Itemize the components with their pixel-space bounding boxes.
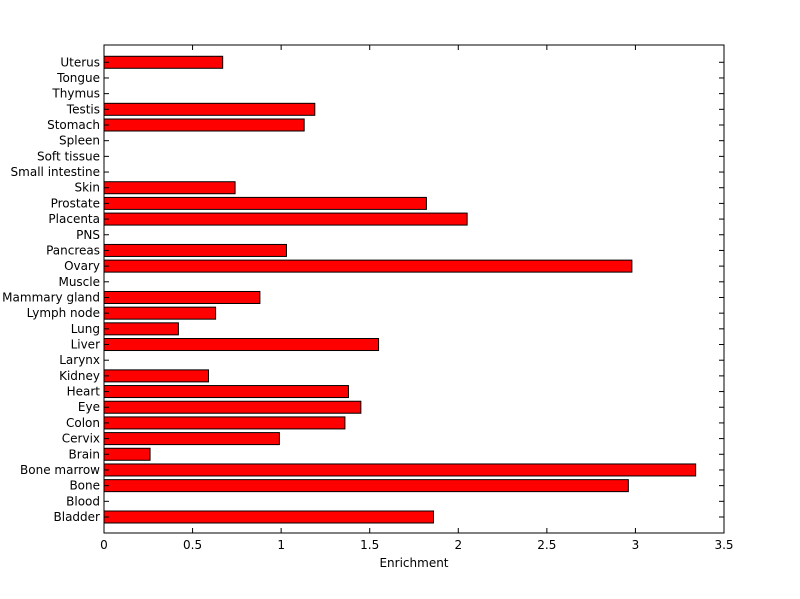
bar-lung — [103, 322, 179, 336]
y-tick-label: Muscle — [58, 275, 100, 289]
y-tick-label: Liver — [71, 338, 101, 352]
y-tick-label: Kidney — [59, 369, 100, 383]
bar-skin — [103, 181, 236, 195]
bar-pancreas — [103, 243, 287, 257]
bar-heart — [103, 385, 349, 399]
y-tick-label: Mammary gland — [2, 290, 100, 304]
x-tick-label: 3 — [632, 538, 640, 552]
y-tick-label: Skin — [74, 181, 100, 195]
y-tick-label: Bone marrow — [20, 463, 100, 477]
bar-uterus — [103, 55, 224, 69]
x-axis-ticks: 0 0.5 1 1.5 2 2.5 3 3.5 — [100, 45, 734, 552]
x-tick-label: 1.5 — [360, 538, 379, 552]
y-tick-label: Uterus — [60, 55, 100, 69]
bar-bone-marrow — [103, 463, 697, 477]
bar-placenta — [103, 212, 468, 226]
bar-ovary — [103, 259, 633, 273]
x-tick-label: 0.5 — [183, 538, 202, 552]
bar-colon — [103, 416, 346, 430]
bar-testis — [103, 102, 316, 116]
bar-prostate — [103, 196, 427, 210]
y-tick-label: Lymph node — [27, 306, 100, 320]
bar-bladder — [103, 510, 434, 524]
y-tick-label: Heart — [67, 385, 101, 399]
y-tick-label: Ovary — [64, 259, 100, 273]
bar-eye — [103, 400, 362, 414]
y-tick-label: Soft tissue — [37, 149, 100, 163]
y-tick-label: Pancreas — [46, 243, 100, 257]
y-tick-label: PNS — [76, 228, 100, 242]
bar-cervix — [103, 432, 280, 446]
y-tick-label: Prostate — [51, 196, 100, 210]
y-tick-label: Eye — [78, 400, 100, 414]
y-tick-label: Spleen — [59, 134, 100, 148]
y-tick-label: Larynx — [59, 353, 100, 367]
y-tick-label: Colon — [66, 416, 100, 430]
y-tick-label: Tongue — [56, 71, 100, 85]
bars-layer — [103, 55, 697, 524]
y-tick-label: Stomach — [47, 118, 100, 132]
y-tick-label: Blood — [66, 494, 100, 508]
x-tick-label: 3.5 — [714, 538, 733, 552]
y-tick-label: Thymus — [51, 87, 100, 101]
bar-liver — [103, 338, 380, 352]
y-tick-label: Testis — [66, 102, 100, 116]
y-tick-label: Placenta — [48, 212, 100, 226]
x-tick-label: 0 — [100, 538, 108, 552]
bar-kidney — [103, 369, 210, 383]
bar-stomach — [103, 118, 305, 132]
x-axis-label: Enrichment — [379, 556, 448, 570]
y-tick-label: Lung — [71, 322, 100, 336]
x-tick-label: 2 — [454, 538, 462, 552]
bar-lymph-node — [103, 306, 217, 320]
bar-bone — [103, 479, 629, 493]
plot-frame — [103, 44, 725, 534]
y-tick-label: Small intestine — [11, 165, 100, 179]
y-tick-label: Bladder — [54, 510, 101, 524]
bar-brain — [103, 447, 151, 461]
x-tick-label: 1 — [277, 538, 285, 552]
y-tick-label: Bone — [69, 479, 100, 493]
x-tick-label: 2.5 — [537, 538, 556, 552]
y-tick-label: Brain — [69, 447, 100, 461]
y-tick-label: Cervix — [62, 432, 100, 446]
bar-mammary-gland — [103, 290, 261, 304]
